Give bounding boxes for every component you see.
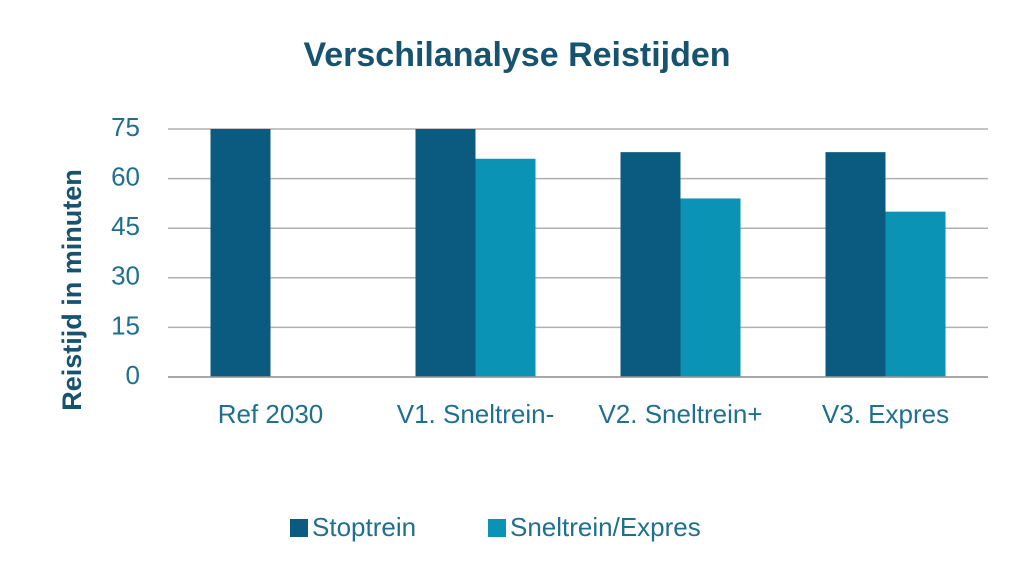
bar [210,129,271,377]
y-tick-label: 15 [111,310,140,340]
legend-label: Stoptrein [312,512,416,542]
x-tick-label: Ref 2030 [217,399,324,429]
y-tick-label: 75 [111,112,140,142]
bar [825,152,886,377]
bar [475,158,536,377]
y-tick-label: 45 [111,211,140,241]
bar [885,211,946,377]
bar [620,152,681,377]
y-tick-label: 0 [126,360,140,390]
x-tick-label: V2. Sneltrein+ [598,399,763,429]
legend-label: Sneltrein/Expres [510,512,701,542]
x-tick-label: V1. Sneltrein- [396,399,555,429]
y-tick-label: 30 [111,261,140,291]
y-axis-label: Reistijd in minuten [57,169,87,411]
legend-swatch [488,519,506,537]
x-tick-label: V3. Expres [821,399,950,429]
bar [415,129,476,377]
y-tick-label: 60 [111,161,140,191]
legend-swatch [290,519,308,537]
bar [680,198,741,377]
chart-title: Verschilanalyse Reistijden [303,36,730,74]
